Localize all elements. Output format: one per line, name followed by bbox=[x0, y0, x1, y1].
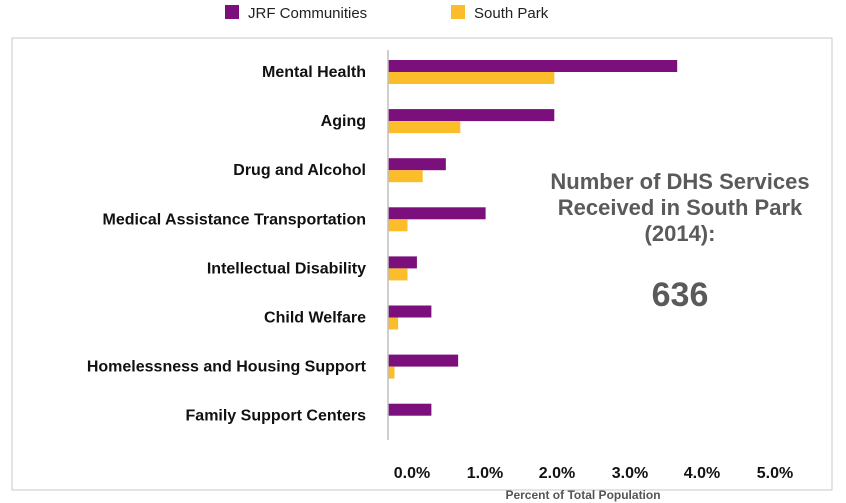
legend-label-1: South Park bbox=[474, 5, 549, 22]
x-tick-label-0: 0.0% bbox=[394, 465, 430, 482]
legend-swatch-1 bbox=[451, 5, 465, 19]
category-labels: Mental Health Aging Drug and Alcohol Medica… bbox=[87, 64, 367, 425]
bar-south-park-4 bbox=[388, 268, 408, 281]
bar-jrf-0 bbox=[388, 60, 678, 72]
annotation-line-1: Number of DHS Services bbox=[550, 169, 809, 194]
x-tick-label-1: 1.0% bbox=[467, 465, 503, 482]
bars bbox=[388, 60, 678, 416]
bar-jrf-2 bbox=[388, 158, 446, 171]
plot-border bbox=[11, 37, 833, 491]
bar-south-park-3 bbox=[388, 219, 408, 232]
legend-swatch-0 bbox=[225, 5, 239, 19]
x-tick-label-3: 3.0% bbox=[612, 465, 648, 482]
bar-jrf-5 bbox=[388, 305, 432, 318]
bar-south-park-5 bbox=[388, 317, 399, 330]
category-label-0: Mental Health bbox=[262, 64, 366, 81]
category-label-1: Aging bbox=[321, 113, 366, 130]
x-tick-label-4: 4.0% bbox=[684, 465, 720, 482]
legend: JRF Communities South Park bbox=[225, 5, 549, 22]
x-tick-label-2: 2.0% bbox=[539, 465, 575, 482]
x-tick-labels: 0.0% 1.0% 2.0% 3.0% 4.0% 5.0% bbox=[394, 465, 793, 482]
category-label-3: Medical Assistance Transportation bbox=[103, 211, 366, 228]
bar-jrf-3 bbox=[388, 207, 486, 220]
legend-label-0: JRF Communities bbox=[248, 5, 367, 22]
x-axis-title: Percent of Total Population bbox=[505, 488, 660, 502]
bar-south-park-6 bbox=[388, 366, 395, 379]
category-label-7: Family Support Centers bbox=[186, 408, 367, 425]
bar-south-park-1 bbox=[388, 121, 461, 134]
annotation-value: 636 bbox=[652, 276, 709, 314]
category-label-4: Intellectual Disability bbox=[207, 260, 366, 277]
category-label-5: Child Welfare bbox=[264, 310, 366, 327]
bar-jrf-6 bbox=[388, 354, 459, 367]
annotation-line-2: Received in South Park bbox=[558, 195, 803, 220]
bar-jrf-4 bbox=[388, 256, 417, 269]
category-label-6: Homelessness and Housing Support bbox=[87, 359, 367, 376]
annotation: Number of DHS Services Received in South… bbox=[550, 169, 809, 314]
category-label-2: Drug and Alcohol bbox=[233, 162, 366, 179]
bar-jrf-7 bbox=[388, 403, 432, 416]
bar-south-park-0 bbox=[388, 72, 555, 84]
bar-jrf-1 bbox=[388, 109, 555, 122]
x-tick-label-5: 5.0% bbox=[757, 465, 793, 482]
annotation-line-3: (2014): bbox=[645, 221, 716, 246]
bar-south-park-2 bbox=[388, 170, 423, 183]
